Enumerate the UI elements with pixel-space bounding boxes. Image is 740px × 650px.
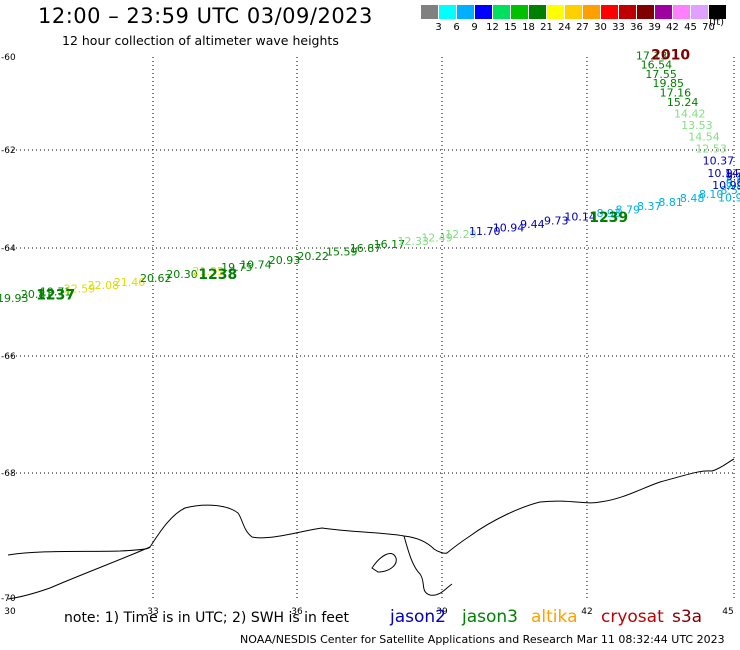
wave-height-label: 10.37: [703, 155, 735, 168]
footer-note: note: 1) Time is in UTC; 2) SWH is in fe…: [64, 610, 349, 626]
lon-tick-label: 30: [4, 607, 16, 617]
pass-id-label: 2010: [651, 47, 690, 63]
legend-altika: altika: [531, 607, 578, 627]
legend-s3a: s3a: [672, 607, 702, 627]
coast-bay: [8, 547, 150, 599]
track-1237: 19.9320.8119.7122.5922.0821.4620.6220.30…: [0, 265, 224, 305]
pass-id-label: 1239: [589, 210, 628, 226]
coast-inlet: [404, 536, 452, 595]
pass-id-label: 1237: [36, 287, 75, 303]
track-1238: 19.7519.7420.9320.2215.5916.8716.1712.33…: [198, 211, 596, 283]
lat-tick-label: -66: [1, 352, 16, 362]
legend-cryosat: cryosat: [601, 607, 664, 627]
track-2010: 17.1316.5417.5519.8517.1615.2414.4213.53…: [636, 47, 740, 204]
coast-island: [372, 553, 396, 572]
wave-height-label: 9.44: [520, 218, 545, 231]
legend-jason2: jason2: [390, 607, 446, 627]
wave-height-label: 20.93: [269, 254, 301, 267]
lon-tick-label: 45: [722, 607, 733, 617]
lat-tick-label: -62: [1, 146, 16, 156]
wave-height-label: 20.22: [297, 250, 329, 263]
legend-jason3: jason3: [462, 607, 518, 627]
altimeter-map: 30 33 36 39 42 45-60-62-64-66-68-70 19.9320.8…: [0, 0, 740, 650]
wave-height-label: 10.99: [712, 179, 740, 192]
wave-height-label: 10.14: [707, 167, 739, 180]
footer-credit: NOAA/NESDIS Center for Satellite Applica…: [240, 633, 725, 646]
lat-tick-label: -64: [1, 244, 16, 254]
satellite-tracks: 19.9320.8119.7122.5922.0821.4620.6220.30…: [0, 47, 740, 305]
wave-height-label: 12.53: [695, 142, 727, 155]
wave-height-label: 19.74: [240, 259, 272, 272]
lat-tick-label: -70: [1, 594, 16, 604]
map-grid: [8, 57, 734, 598]
lat-tick-label: -60: [1, 53, 16, 63]
lat-tick-label: -68: [1, 469, 16, 479]
wave-height-label: 10.9: [718, 191, 740, 204]
lon-tick-label: 42: [581, 607, 592, 617]
pass-id-label: 1238: [198, 267, 237, 283]
